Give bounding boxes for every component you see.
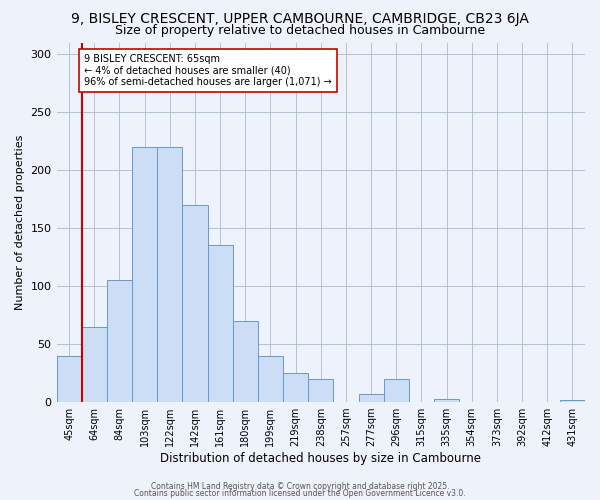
Bar (182, 205, 208, 402)
Bar (258, 356, 283, 402)
Text: 9 BISLEY CRESCENT: 65sqm
← 4% of detached houses are smaller (40)
96% of semi-de: 9 BISLEY CRESCENT: 65sqm ← 4% of detache… (84, 54, 332, 88)
Bar (233, 321, 258, 402)
Bar (359, 394, 383, 402)
Bar (56, 356, 82, 402)
Bar (132, 147, 157, 402)
Text: Contains public sector information licensed under the Open Government Licence v3: Contains public sector information licen… (134, 489, 466, 498)
Bar (308, 379, 334, 402)
Text: Contains HM Land Registry data © Crown copyright and database right 2025.: Contains HM Land Registry data © Crown c… (151, 482, 449, 491)
Y-axis label: Number of detached properties: Number of detached properties (15, 134, 25, 310)
Bar (107, 280, 132, 402)
Bar (82, 326, 107, 402)
Bar (157, 147, 182, 402)
Text: 9, BISLEY CRESCENT, UPPER CAMBOURNE, CAMBRIDGE, CB23 6JA: 9, BISLEY CRESCENT, UPPER CAMBOURNE, CAM… (71, 12, 529, 26)
X-axis label: Distribution of detached houses by size in Cambourne: Distribution of detached houses by size … (160, 452, 481, 465)
Bar (434, 398, 459, 402)
Bar (560, 400, 585, 402)
Bar (283, 373, 308, 402)
Bar (383, 379, 409, 402)
Bar (208, 246, 233, 402)
Text: Size of property relative to detached houses in Cambourne: Size of property relative to detached ho… (115, 24, 485, 37)
